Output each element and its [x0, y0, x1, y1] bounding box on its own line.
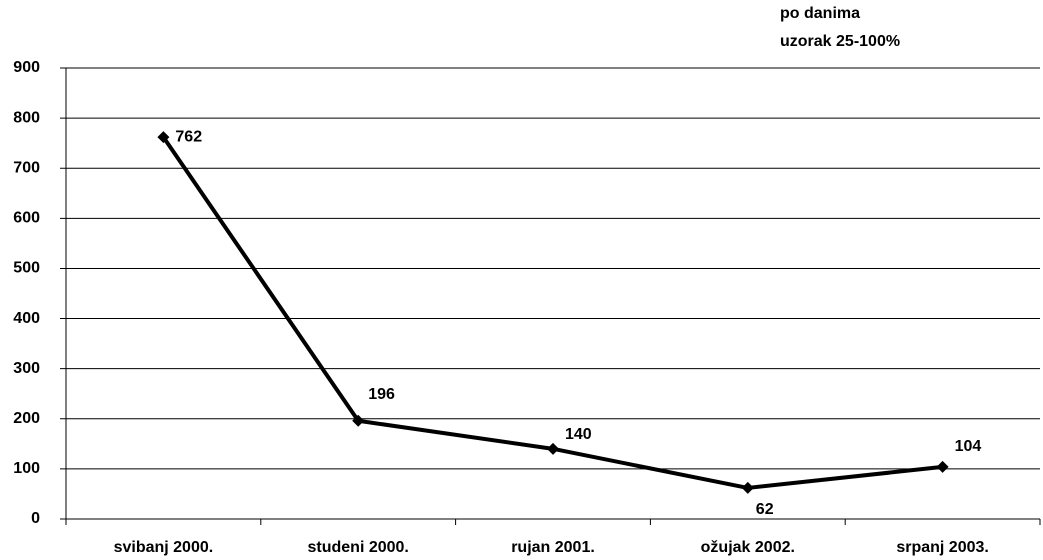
x-tick-label: srpanj 2003. [896, 539, 989, 556]
marker [741, 481, 754, 494]
data-label: 62 [756, 501, 774, 518]
marker [936, 460, 949, 473]
y-tick-label: 700 [13, 159, 40, 176]
annotation: po danima [780, 5, 860, 22]
y-tick-label: 300 [13, 360, 40, 377]
line [161, 136, 943, 490]
y-tick-label: 0 [31, 510, 40, 527]
y-tick-label: 600 [13, 210, 40, 227]
data-label: 196 [368, 386, 395, 403]
data-label: 762 [175, 128, 202, 145]
y-tick-label: 800 [13, 109, 40, 126]
annotation: uzorak 25-100% [780, 33, 900, 50]
marker [157, 131, 170, 144]
x-tick-label: studeni 2000. [308, 539, 409, 556]
y-tick-label: 400 [13, 310, 40, 327]
data-label: 104 [955, 438, 982, 455]
y-tick-label: 500 [13, 260, 40, 277]
data-label: 140 [565, 426, 592, 443]
x-tick-label: ožujak 2002. [701, 539, 795, 556]
x-tick-label: svibanj 2000. [114, 539, 214, 556]
y-tick-label: 100 [13, 460, 40, 477]
x-tick-label: rujan 2001. [511, 539, 595, 556]
y-tick-label: 900 [13, 59, 40, 76]
y-tick-label: 200 [13, 410, 40, 427]
marker [547, 442, 559, 455]
marker [352, 414, 365, 427]
